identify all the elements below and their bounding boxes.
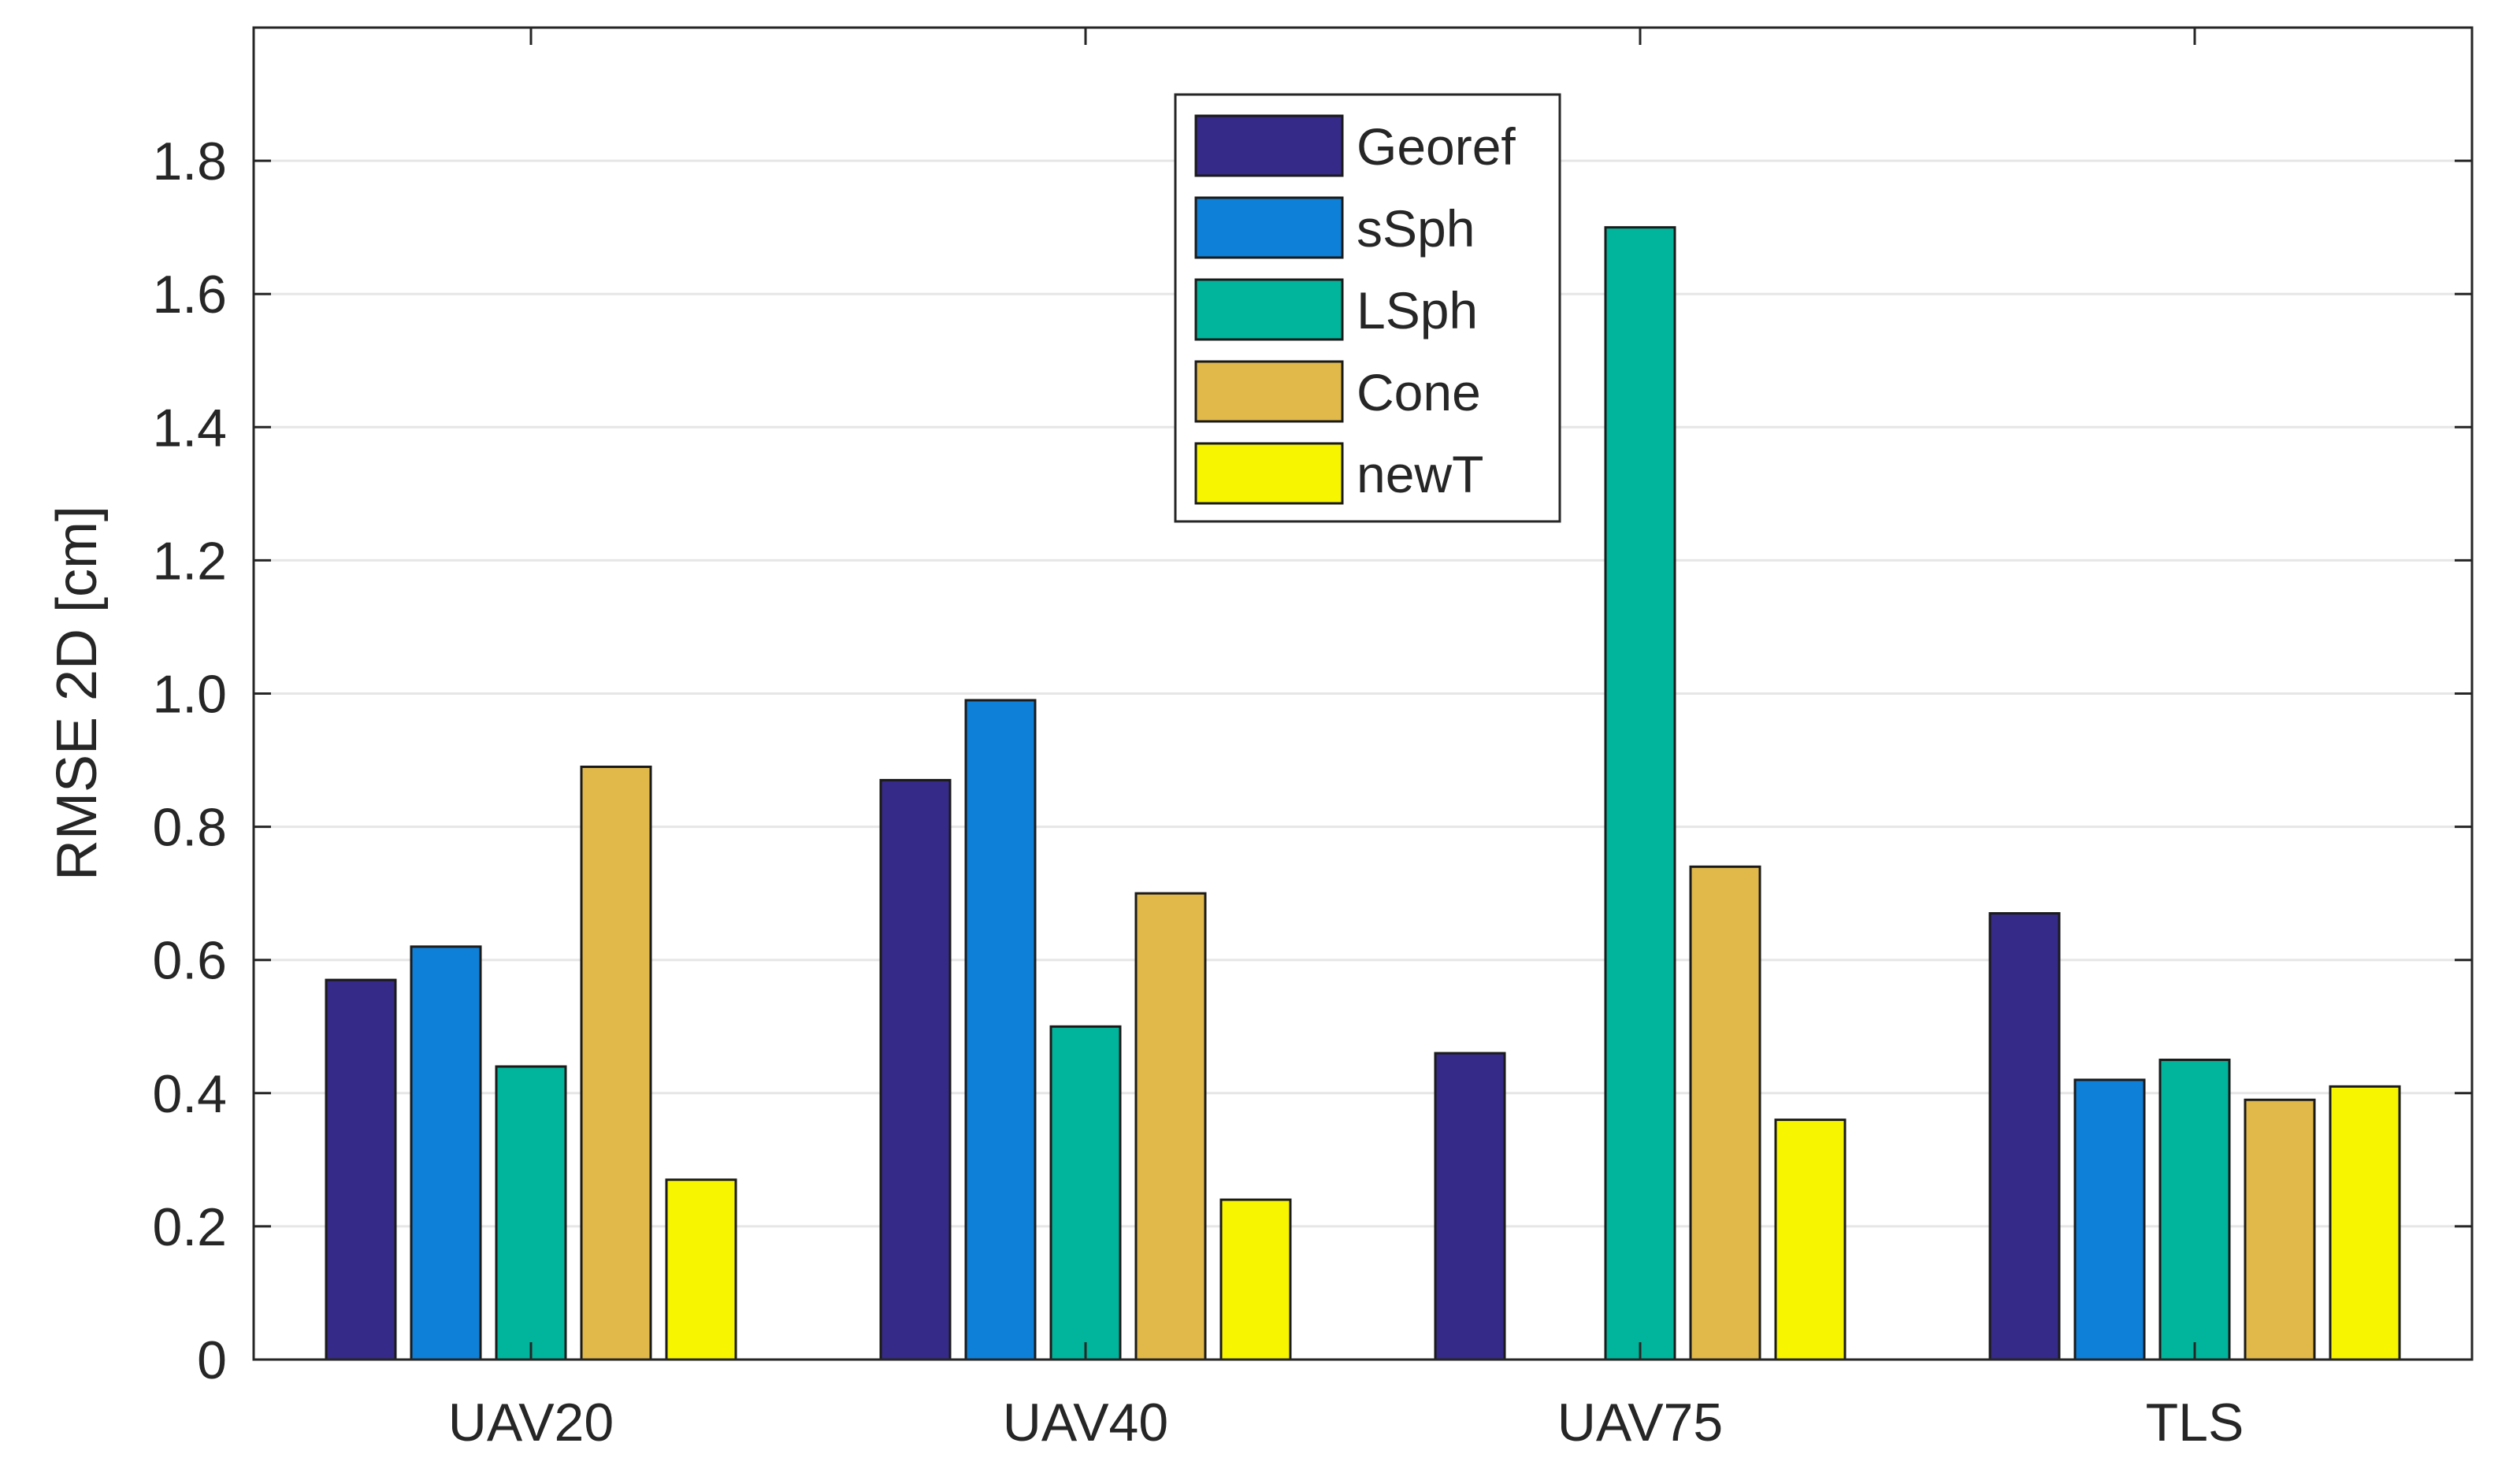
bar — [1689, 865, 1761, 1361]
bar — [1988, 912, 2061, 1361]
legend-swatch — [1194, 442, 1344, 505]
y-tick-label: 0.4 — [152, 1064, 227, 1124]
bar — [1434, 1052, 1506, 1361]
y-tick-label: 1.2 — [152, 531, 227, 591]
y-tick-label: 0.6 — [152, 931, 227, 991]
bar — [495, 1065, 567, 1361]
legend-label: Georef — [1357, 117, 1516, 176]
bar — [1049, 1025, 1122, 1361]
legend-label: Cone — [1357, 363, 1481, 421]
y-tick-label: 1.0 — [152, 665, 227, 725]
legend-swatch — [1194, 360, 1344, 423]
bar — [2329, 1085, 2401, 1361]
bar — [1604, 226, 1676, 1361]
bar — [1134, 892, 1207, 1361]
legend-swatch — [1194, 278, 1344, 341]
y-tick-label: 1.4 — [152, 398, 227, 458]
x-tick-label: UAV20 — [448, 1393, 614, 1452]
y-tick-label: 0 — [197, 1330, 227, 1390]
y-tick-label: 1.6 — [152, 265, 227, 325]
bar — [665, 1178, 737, 1361]
bar — [2073, 1078, 2146, 1361]
bar — [964, 699, 1037, 1361]
y-axis-label: RMSE 2D [cm] — [46, 506, 109, 881]
axes — [252, 26, 2474, 1361]
legend: Georef sSph LSph Cone newT — [1174, 93, 1561, 523]
legend-label: sSph — [1357, 199, 1475, 258]
bar — [879, 778, 952, 1361]
bar — [580, 766, 652, 1361]
tick-labels: 0 0.2 0.4 0.6 0.8 1.0 1.2 1.4 1.6 1.8 UAV20 UAV40 UA… — [152, 132, 2244, 1452]
bar — [1774, 1119, 1847, 1361]
legend-label: newT — [1357, 445, 1483, 503]
bar — [1219, 1198, 1292, 1361]
bar — [410, 945, 482, 1361]
legend-label: LSph — [1357, 281, 1478, 339]
y-tick-label: 0.8 — [152, 798, 227, 858]
x-tick-label: UAV75 — [1557, 1393, 1723, 1452]
plot-frame — [252, 26, 2474, 1361]
y-tick-label: 0.2 — [152, 1197, 227, 1257]
legend-swatch — [1194, 114, 1344, 177]
y-tick-label: 1.8 — [152, 132, 227, 191]
bar — [325, 978, 397, 1361]
x-tick-label: TLS — [2146, 1393, 2244, 1452]
bars — [325, 226, 2401, 1361]
bar — [2244, 1098, 2316, 1361]
legend-swatch — [1194, 196, 1344, 259]
bar — [2158, 1059, 2231, 1361]
x-tick-label: UAV40 — [1003, 1393, 1168, 1452]
